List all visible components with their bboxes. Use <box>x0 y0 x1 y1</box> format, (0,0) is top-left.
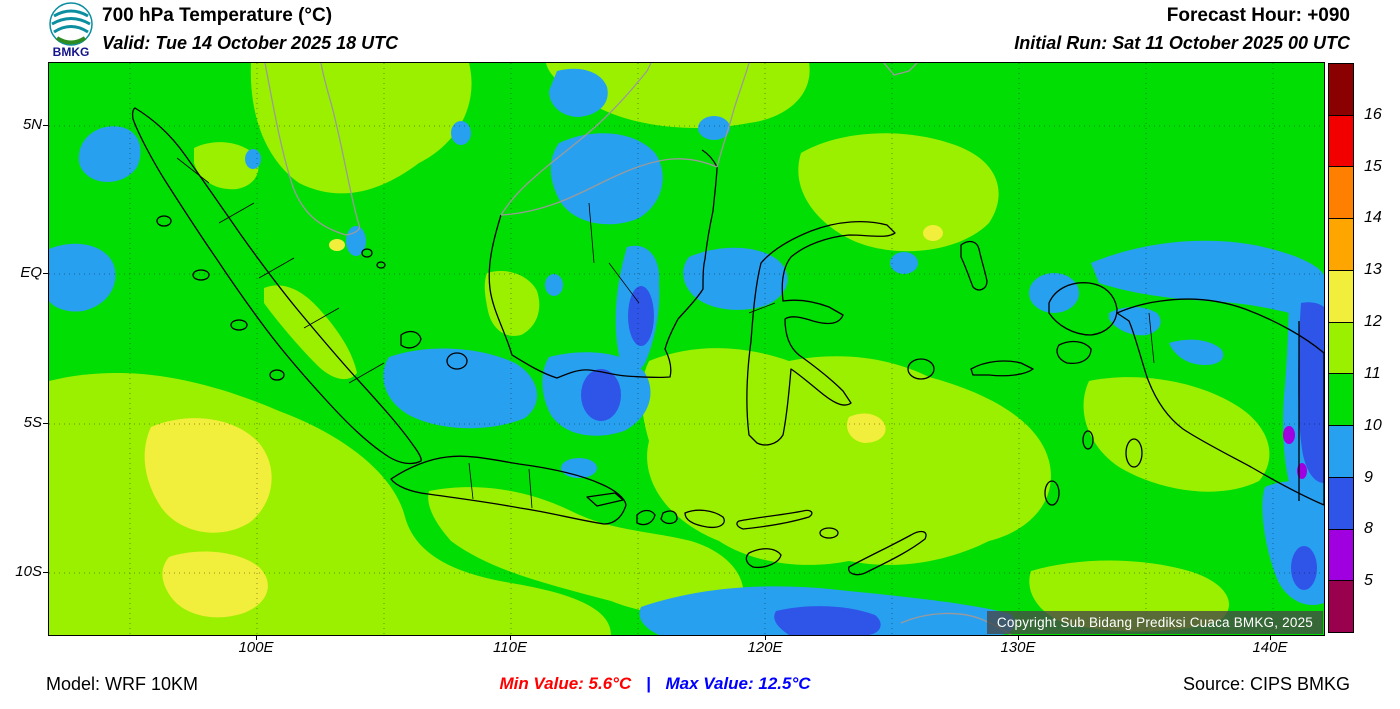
temperature-map <box>49 63 1324 635</box>
forecast-hour: Forecast Hour: +090 <box>1166 5 1350 26</box>
min-value: Min Value: 5.6°C <box>499 674 632 693</box>
colorbar-label: 5 <box>1364 572 1373 590</box>
y-tick-mark <box>43 125 48 126</box>
mindanao-coast <box>883 63 918 76</box>
colorbar-label: 16 <box>1364 105 1382 123</box>
island-sumba <box>745 548 782 569</box>
coastlines <box>131 107 1324 576</box>
logo-circle <box>49 2 93 46</box>
malay-peninsula-coast <box>264 63 361 236</box>
x-tick-mark <box>1018 635 1019 640</box>
y-axis-label-5n: 5N <box>22 116 42 133</box>
island-papua <box>1048 282 1324 506</box>
province-borders <box>176 157 1155 509</box>
copyright-overlay: Copyright Sub Bidang Prediksi Cuaca BMKG… <box>986 611 1323 634</box>
min-max-separator: | <box>645 674 651 693</box>
colorbar-segment <box>1329 114 1353 167</box>
logo-text: BMKG <box>53 45 90 58</box>
logo-wave-2 <box>51 17 91 26</box>
y-axis-label-eq: EQ <box>20 264 42 281</box>
island-timor <box>848 530 927 576</box>
colorbar-label: 13 <box>1364 261 1382 279</box>
colorbar-segment <box>1329 269 1353 322</box>
colorbar-label: 15 <box>1364 157 1382 175</box>
x-axis-label-120e: 120E <box>747 639 783 656</box>
page-title: 700 hPa Temperature (°C) <box>102 5 333 26</box>
island-kalimantan <box>488 149 718 379</box>
colorbar-label: 10 <box>1364 416 1382 434</box>
logo-wave-3 <box>53 25 89 34</box>
island-bali <box>636 509 656 526</box>
min-max-values: Min Value: 5.6°C | Max Value: 12.5°C <box>0 674 1310 694</box>
x-tick-mark <box>765 635 766 640</box>
colorbar-label: 8 <box>1364 520 1373 538</box>
colorbar-segment <box>1329 425 1353 477</box>
island-sumatra <box>131 107 422 465</box>
small-islands <box>156 215 1143 539</box>
colorbar-labels: 16 15 14 13 12 11 10 9 8 5 <box>1364 63 1400 633</box>
x-axis-label-130e: 130E <box>1000 639 1036 656</box>
logo-arc-green <box>55 36 87 45</box>
initial-run: Initial Run: Sat 11 October 2025 00 UTC <box>1014 33 1350 53</box>
colorbar-segment <box>1329 528 1353 581</box>
yellow-regions-12-13c <box>144 225 943 618</box>
colorbar-segment <box>1329 476 1353 529</box>
island-halmahera <box>960 240 988 291</box>
island-flores <box>736 509 813 530</box>
bmkg-logo: BMKG <box>49 2 93 58</box>
x-axis-label-140e: 140E <box>1252 639 1288 656</box>
y-axis-label-10s: 10S <box>15 563 42 580</box>
island-sumbawa <box>684 509 725 529</box>
colorbar-label: 9 <box>1364 468 1373 486</box>
x-tick-mark <box>510 635 511 640</box>
island-seram <box>970 360 1034 377</box>
colorbar-segment <box>1329 218 1353 270</box>
y-tick-mark <box>43 273 48 274</box>
island-java <box>390 455 627 525</box>
y-axis-label-5s: 5S <box>23 414 42 431</box>
colorbar-label: 14 <box>1364 209 1382 227</box>
colorbar-segment <box>1329 64 1353 115</box>
island-sulawesi <box>746 221 896 446</box>
colorbar-segment <box>1329 373 1353 426</box>
colorbar-label: 12 <box>1364 313 1382 331</box>
kalimantan-malaysia-border <box>500 158 718 216</box>
lat-lon-gridlines <box>49 63 1324 635</box>
y-tick-mark <box>43 423 48 424</box>
map-frame: Copyright Sub Bidang Prediksi Cuaca BMKG… <box>48 62 1325 636</box>
country-borders-gray <box>264 63 1012 635</box>
x-axis-label-100e: 100E <box>238 639 274 656</box>
x-axis-label-110e: 110E <box>493 639 527 656</box>
valid-time: Valid: Tue 14 October 2025 18 UTC <box>102 33 399 53</box>
model-label: Model: WRF 10KM <box>46 674 199 694</box>
sarawak-sabah-coast <box>500 63 750 216</box>
island-lombok <box>660 510 678 525</box>
colorbar <box>1328 63 1354 633</box>
colorbar-segment <box>1329 580 1353 633</box>
island-bangka <box>400 330 422 349</box>
x-tick-mark <box>256 635 257 640</box>
x-tick-mark <box>1270 635 1271 640</box>
logo-wave-1 <box>53 9 89 18</box>
colorbar-segment <box>1329 166 1353 219</box>
colorbar-label: 11 <box>1364 364 1381 382</box>
colorbar-segment <box>1329 321 1353 374</box>
y-tick-mark <box>43 572 48 573</box>
source-label: Source: CIPS BMKG <box>1182 674 1350 694</box>
max-value: Max Value: 12.5°C <box>665 674 811 693</box>
